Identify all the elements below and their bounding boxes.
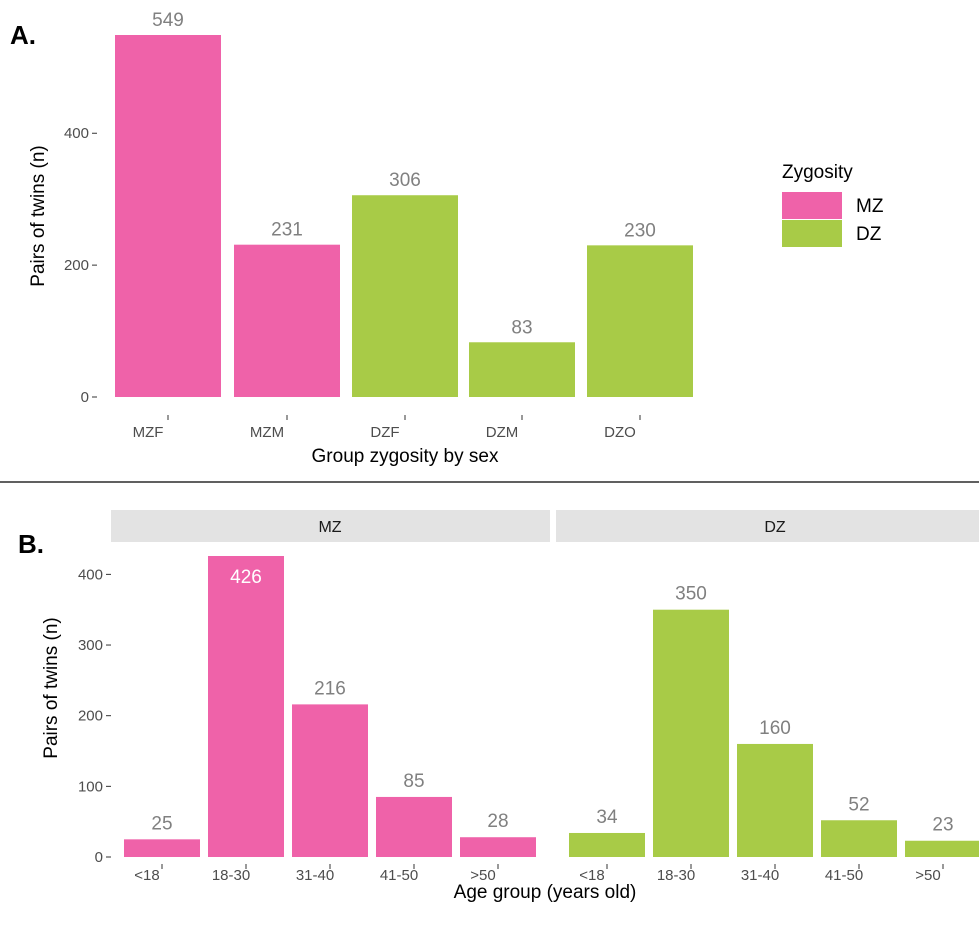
panel-a-label: A. [10, 20, 36, 50]
panel-a-y-axis: 0 200 400 [64, 125, 97, 406]
panel-a: A. 0 200 400 549 231 306 83 230 MZF MZM DZF DZM DZ… [10, 10, 884, 467]
panel-a-y-axis-title: Pairs of twins (n) [28, 145, 49, 286]
bar-value-label-dz-gt50: 23 [932, 815, 953, 836]
x-tick-label-dz-18-30: 18-30 [657, 867, 695, 884]
panel-a-bars: 549 231 306 83 230 [115, 10, 693, 397]
bar-value-label-mz-31-40: 216 [314, 678, 346, 699]
x-tick-label-mzf: MZF [133, 424, 164, 441]
legend-label-mz: MZ [856, 196, 884, 217]
bar-value-label-dz-41-50: 52 [848, 794, 869, 815]
x-tick-label-dz-lt18: <18 [579, 867, 604, 884]
bar-dz-41-50 [821, 820, 897, 857]
bar-value-label-dzm: 83 [511, 317, 532, 338]
y-tick-label: 100 [78, 778, 103, 795]
bar-dz-gt50 [905, 840, 979, 857]
bar-mz-gt50 [460, 837, 536, 857]
bar-mzf [115, 35, 221, 397]
x-tick-label-dzm: DZM [486, 424, 519, 441]
bar-value-label-mzf: 549 [152, 10, 184, 31]
x-tick-label-mz-gt50: >50 [470, 867, 495, 884]
panel-b: B. MZ DZ 0 100 200 300 400 25 426 216 85 28 34 350… [18, 510, 979, 903]
facet-strip-dz [556, 510, 979, 542]
bar-mzm [234, 244, 340, 397]
facet-strip-label-mz: MZ [318, 519, 341, 536]
y-tick-label: 0 [95, 849, 103, 866]
bar-value-label-mzm: 231 [271, 220, 303, 241]
panel-b-y-axis-title: Pairs of twins (n) [41, 617, 62, 758]
legend-label-dz: DZ [856, 224, 882, 245]
bar-mz-31-40 [292, 704, 368, 857]
bar-dzf [352, 195, 458, 397]
x-tick-label-dz-gt50: >50 [915, 867, 940, 884]
panel-a-x-axis: MZF MZM DZF DZM DZO [133, 415, 641, 441]
bar-mz-41-50 [376, 796, 452, 857]
bar-dzo [587, 245, 693, 397]
y-tick-label: 0 [81, 389, 89, 406]
x-tick-label-mz-31-40: 31-40 [296, 867, 334, 884]
panel-b-bars: 25 426 216 85 28 34 350 160 52 23 [124, 556, 979, 857]
bar-dzm [469, 342, 575, 397]
bar-value-label-mz-18-30: 426 [230, 567, 262, 588]
bar-dz-lt18 [569, 832, 645, 857]
facet-strip-mz [111, 510, 550, 542]
panel-b-x-axis: <18 18-30 31-40 41-50 >50 <18 18-30 31-40 41-50 >… [134, 864, 944, 884]
bar-value-label-mz-41-50: 85 [403, 771, 424, 792]
bar-value-label-dz-31-40: 160 [759, 718, 791, 739]
x-tick-label-mz-41-50: 41-50 [380, 867, 418, 884]
legend-title: Zygosity [782, 162, 853, 183]
bar-value-label-mz-gt50: 28 [487, 811, 508, 832]
x-tick-label-dz-31-40: 31-40 [741, 867, 779, 884]
panel-b-label: B. [18, 529, 44, 559]
facet-strip-label-dz: DZ [764, 519, 786, 536]
y-tick-label: 400 [64, 125, 89, 142]
x-tick-label-mz-18-30: 18-30 [212, 867, 250, 884]
panel-a-legend: Zygosity MZ DZ [782, 162, 884, 247]
panel-b-y-axis: 0 100 200 300 400 [78, 566, 111, 866]
bar-mz-lt18 [124, 839, 200, 857]
bar-value-label-mz-lt18: 25 [151, 813, 172, 834]
bar-value-label-dzf: 306 [389, 170, 421, 191]
x-tick-label-mzm: MZM [250, 424, 284, 441]
bar-value-label-dzo: 230 [624, 220, 656, 241]
bar-dz-31-40 [737, 743, 813, 857]
x-tick-label-dzo: DZO [604, 424, 636, 441]
y-tick-label: 200 [78, 708, 103, 725]
bar-value-label-dz-lt18: 34 [596, 807, 618, 828]
y-tick-label: 200 [64, 257, 89, 274]
bar-mz-18-30 [208, 556, 284, 857]
panel-b-x-axis-title: Age group (years old) [454, 882, 637, 903]
panel-a-x-axis-title: Group zygosity by sex [312, 446, 499, 467]
bar-dz-18-30 [653, 609, 729, 857]
x-tick-label-mz-lt18: <18 [134, 867, 159, 884]
y-tick-label: 300 [78, 637, 103, 654]
x-tick-label-dzf: DZF [370, 424, 399, 441]
y-tick-label: 400 [78, 566, 103, 583]
bar-value-label-dz-18-30: 350 [675, 584, 707, 605]
x-tick-label-dz-41-50: 41-50 [825, 867, 863, 884]
legend-key-dz [782, 220, 842, 247]
legend-key-mz [782, 192, 842, 219]
